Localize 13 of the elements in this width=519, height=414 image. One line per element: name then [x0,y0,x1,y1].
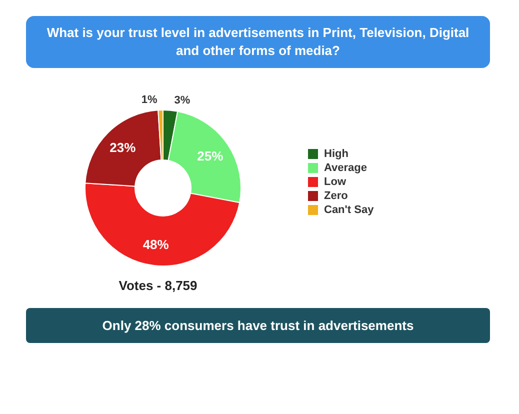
legend-label: Average [324,162,368,174]
legend-label: High [324,148,348,160]
data-label: 48% [142,237,170,252]
chart-title: What is your trust level in advertisements in Print, Television, Digital and other forms of media? [26,16,490,68]
data-label: 23% [110,140,136,156]
legend-label: Zero [324,190,348,202]
text: Only 28% consumers have trust in advertisements [26,308,490,343]
data-label: 25% [197,148,224,164]
data-label: 3% [174,94,190,106]
text: Votes - 8,759 [118,278,198,293]
legend-label: Can't Say [324,204,374,216]
data-label: 1% [141,94,158,106]
legend-label: Low [324,176,346,188]
